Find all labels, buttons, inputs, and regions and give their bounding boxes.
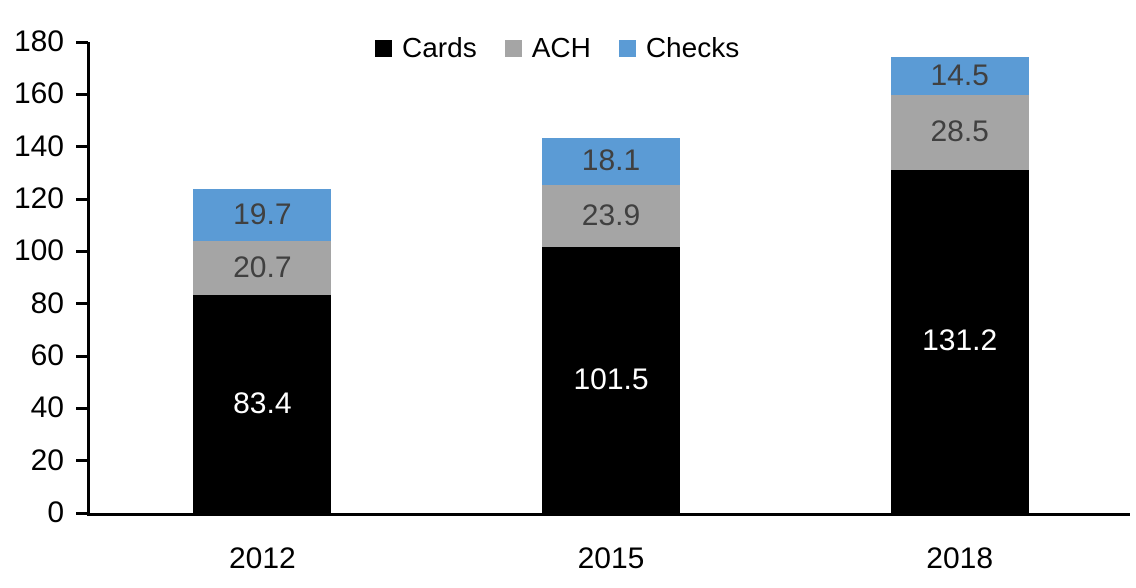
- segment-value-label: 101.5: [573, 363, 649, 397]
- y-axis-label: 140: [13, 129, 64, 163]
- legend-item-cards: Cards: [375, 34, 477, 62]
- y-axis-tick: [76, 249, 88, 253]
- bar-segment-cards: 101.5: [542, 247, 680, 513]
- segment-value-label: 14.5: [930, 59, 989, 93]
- y-axis-line: [87, 42, 90, 516]
- bar-segment-checks: 19.7: [193, 189, 332, 241]
- y-axis-tick: [76, 40, 88, 44]
- x-axis-line: [88, 513, 1130, 516]
- bar-segment-ach: 20.7: [193, 240, 332, 295]
- legend-item-ach: ACH: [504, 32, 591, 63]
- y-axis-tick: [76, 406, 88, 410]
- bar-segment-ach: 23.9: [542, 184, 680, 248]
- segment-value-label: 19.7: [233, 197, 292, 231]
- y-axis-tick: [76, 459, 88, 463]
- y-axis-tick: [76, 302, 88, 306]
- legend-swatch-icon: [504, 39, 522, 57]
- x-axis-label: 2012: [228, 542, 296, 575]
- legend-item-checks: Checks: [618, 32, 740, 63]
- y-axis-label: 160: [13, 77, 64, 111]
- legend-label: ACH: [531, 32, 591, 63]
- y-axis-tick: [76, 511, 88, 515]
- x-axis-label: 2018: [926, 542, 994, 575]
- segment-value-label: 83.4: [233, 386, 292, 420]
- segment-value-label: 28.5: [930, 115, 989, 149]
- segment-value-label: 18.1: [581, 144, 641, 178]
- bar-segment-checks: 14.5: [890, 57, 1029, 96]
- bar-segment-ach: 28.5: [890, 95, 1029, 170]
- y-axis-label: 120: [13, 182, 64, 215]
- y-axis-label: 80: [30, 286, 64, 320]
- bar-segment-checks: 18.1: [542, 137, 680, 185]
- bar-segment-cards: 83.4: [193, 294, 332, 513]
- y-axis-tick: [76, 92, 88, 96]
- segment-value-label: 20.7: [233, 250, 292, 284]
- legend-swatch-icon: [375, 39, 392, 57]
- segment-value-label: 131.2: [922, 324, 998, 358]
- segment-value-label: 23.9: [581, 199, 641, 233]
- x-axis-label: 2015: [577, 542, 645, 575]
- y-axis-label: 100: [13, 234, 64, 268]
- y-axis-label: 40: [30, 391, 64, 425]
- y-axis-label: 60: [30, 339, 64, 372]
- y-axis-label: 180: [13, 25, 64, 58]
- y-axis-label: 20: [30, 443, 64, 477]
- legend-label: Checks: [645, 32, 740, 63]
- legend-swatch-icon: [618, 39, 636, 57]
- y-axis-tick: [76, 197, 88, 201]
- y-axis-tick: [76, 354, 88, 358]
- y-axis-tick: [76, 145, 88, 149]
- chart-legend: Cards ACH Checks: [375, 34, 739, 62]
- bar-segment-cards: 131.2: [890, 169, 1029, 513]
- y-axis-label: 0: [47, 496, 64, 529]
- legend-label: Cards: [402, 32, 477, 63]
